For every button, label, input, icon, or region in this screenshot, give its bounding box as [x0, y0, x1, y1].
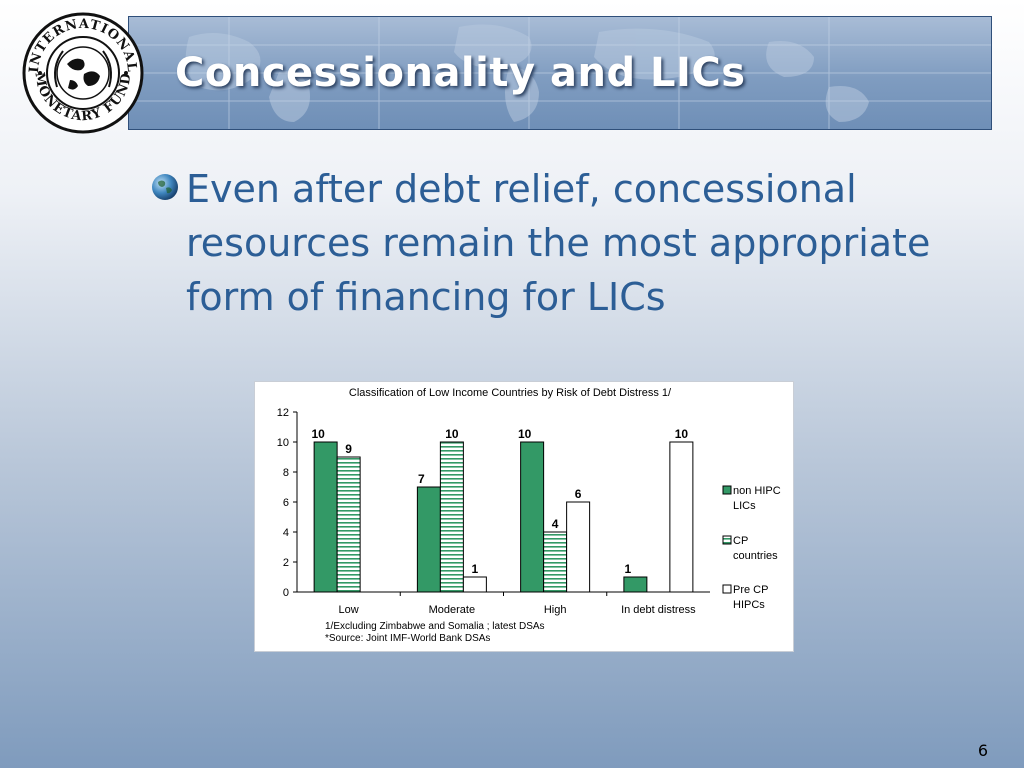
bullet-text: Even after debt relief, concessional res… — [186, 167, 931, 319]
data-label: 1 — [625, 562, 632, 576]
y-tick-label: 4 — [283, 527, 289, 539]
y-tick-label: 8 — [283, 467, 289, 479]
data-label: 10 — [445, 427, 459, 441]
x-tick-label: Moderate — [429, 604, 475, 616]
page-number: 6 — [977, 741, 988, 760]
chart-panel: Classification of Low Income Countries b… — [254, 381, 794, 652]
bar — [439, 441, 464, 593]
bar — [462, 576, 487, 593]
y-tick-label: 2 — [283, 557, 289, 569]
data-label: 7 — [418, 472, 425, 486]
chart-footnote-2: *Source: Joint IMF-World Bank DSAs — [325, 633, 490, 644]
legend-label: Pre CP — [733, 584, 768, 596]
chart-footnote-1: 1/Excluding Zimbabwe and Somalia ; lates… — [325, 621, 545, 632]
legend-label: non HIPC — [733, 485, 781, 497]
legend-label: LICs — [733, 500, 756, 512]
slide-title: Concessionality and LICs — [175, 50, 746, 96]
legend-swatch — [722, 535, 732, 545]
legend-label: HIPCs — [733, 599, 765, 611]
y-tick-label: 12 — [277, 407, 289, 419]
x-tick-label: High — [544, 604, 567, 616]
y-tick-label: 0 — [283, 587, 289, 599]
x-tick-label: Low — [339, 604, 359, 616]
imf-seal-logo: INTERNATIONAL MONETARY FUND — [22, 12, 144, 134]
bar — [566, 501, 591, 593]
bar — [416, 486, 441, 593]
bar — [336, 456, 361, 593]
data-label: 10 — [675, 427, 689, 441]
data-label: 10 — [518, 427, 532, 441]
bar — [623, 576, 648, 593]
debt-distress-bar-chart: Classification of Low Income Countries b… — [277, 387, 781, 644]
bar — [520, 441, 545, 593]
data-label: 6 — [575, 487, 582, 501]
legend-swatch — [722, 584, 732, 594]
data-label: 1 — [472, 562, 479, 576]
legend-label: countries — [733, 550, 778, 562]
y-tick-label: 6 — [283, 497, 289, 509]
data-label: 9 — [345, 442, 352, 456]
header-banner — [128, 16, 992, 130]
y-tick-label: 10 — [277, 437, 289, 449]
bar — [669, 441, 694, 593]
data-label: 4 — [552, 517, 559, 531]
legend-label: CP — [733, 535, 748, 547]
bar — [313, 441, 338, 593]
globe-bullet-icon — [152, 174, 178, 200]
bar — [543, 531, 568, 593]
x-tick-label: In debt distress — [621, 604, 696, 616]
legend-swatch — [722, 485, 732, 495]
world-map-background — [129, 17, 991, 129]
data-label: 10 — [311, 427, 325, 441]
chart-title: Classification of Low Income Countries b… — [349, 387, 672, 399]
